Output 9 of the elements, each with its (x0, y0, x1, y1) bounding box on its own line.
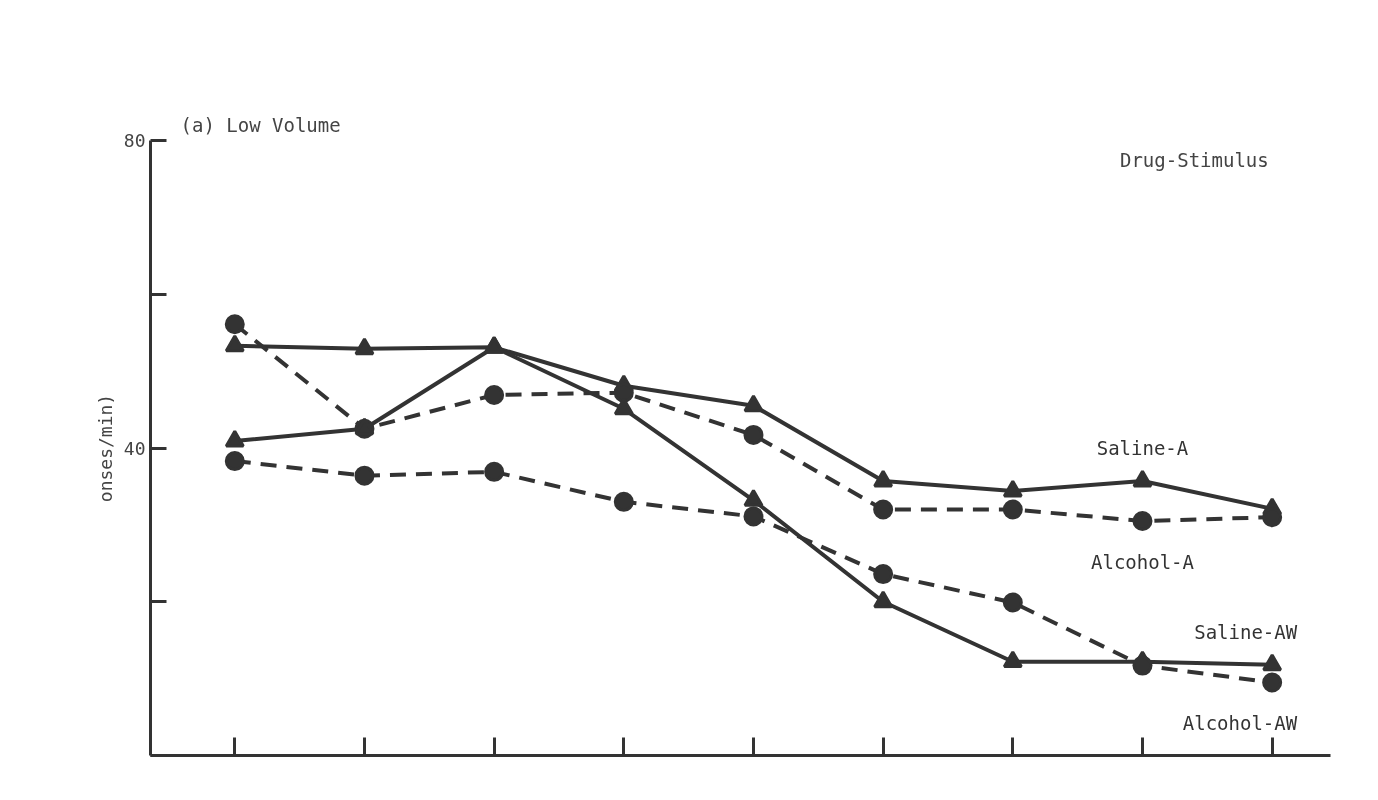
y-tick-label: 40 (123, 437, 146, 459)
chart-title: (a) Low Volume (180, 113, 341, 136)
series-label: Alcohol-AW (1182, 712, 1298, 735)
series-label: Alcohol-A (1091, 551, 1195, 574)
series-label: Saline-A (1096, 437, 1189, 460)
y-axis-title: onses/min) (94, 393, 116, 503)
legend-title: Drug-Stimulus (1119, 148, 1269, 171)
series-label: Saline-AW (1194, 620, 1298, 643)
y-tick-label: 80 (123, 130, 146, 151)
